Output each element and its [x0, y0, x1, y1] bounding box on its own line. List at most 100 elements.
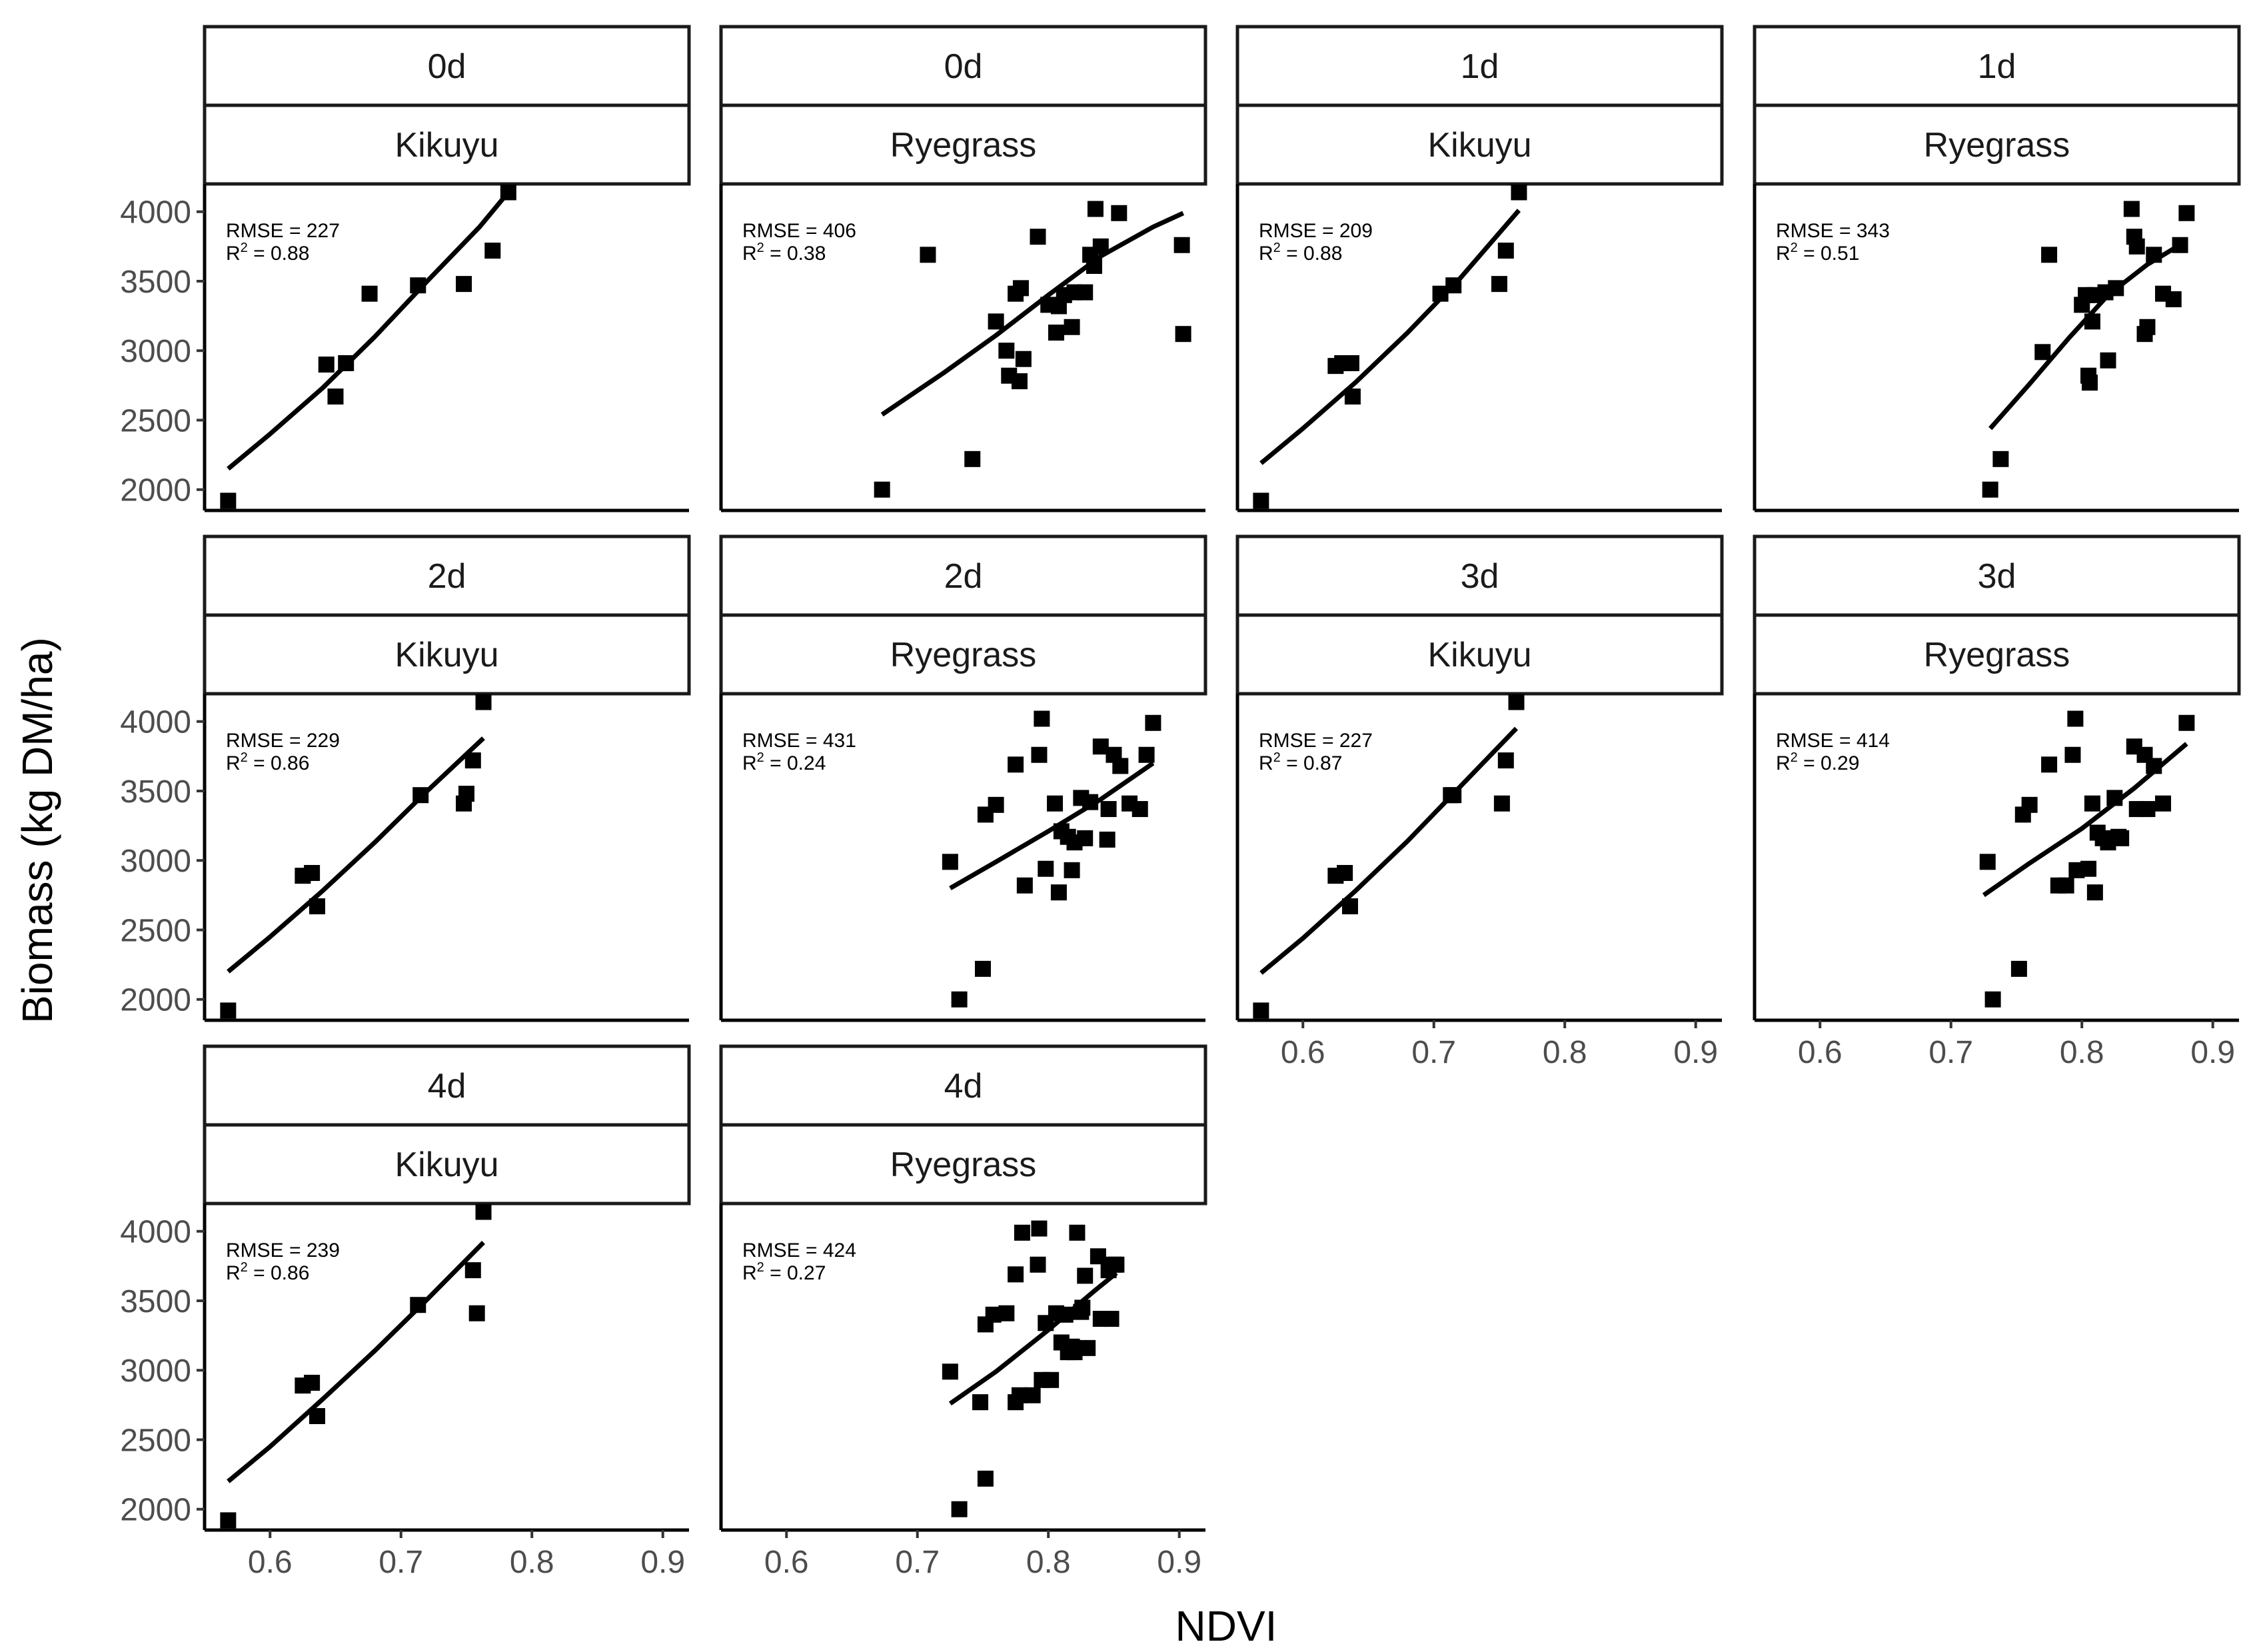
data-point	[2084, 795, 2100, 812]
data-point	[2010, 960, 2027, 977]
fit-curve	[1259, 726, 1519, 975]
strip-species-box	[1235, 613, 1724, 696]
strip-species-label: Ryegrass	[1924, 636, 2070, 674]
strip-species-box	[719, 103, 1207, 186]
data-point	[309, 898, 325, 915]
data-point	[1103, 1311, 1120, 1327]
fit-curve	[1988, 239, 2188, 430]
rmse-annotation: RMSE = 343	[1776, 220, 1890, 242]
data-point	[2082, 375, 2098, 391]
y-tick-label: 4000	[120, 705, 191, 740]
strip-species-label: Kikuyu	[394, 1146, 498, 1184]
data-point	[309, 1408, 325, 1425]
strip-species-label: Kikuyu	[1427, 126, 1531, 165]
data-point	[2080, 860, 2097, 877]
x-tick-label: 0.6	[1798, 1035, 1843, 1070]
data-point	[1131, 801, 1148, 818]
strip-species-label: Kikuyu	[394, 126, 498, 165]
strip-species-label: Ryegrass	[890, 126, 1037, 165]
r2-annotation: R2 = 0.88	[226, 241, 309, 265]
data-point	[1497, 752, 1514, 769]
fit-curve	[227, 191, 510, 471]
data-point	[1077, 830, 1094, 846]
data-point	[1145, 714, 1161, 731]
data-point	[1043, 1371, 1060, 1388]
y-tick-label: 3500	[120, 774, 191, 810]
data-point	[2123, 201, 2140, 217]
data-point	[1057, 1306, 1074, 1323]
x-tick-label: 0.9	[1157, 1545, 1201, 1580]
data-point	[1341, 898, 1358, 915]
data-point	[951, 1501, 968, 1517]
y-tick-label: 3500	[120, 1284, 191, 1319]
data-point	[1008, 756, 1024, 773]
data-point	[964, 450, 981, 467]
data-point	[1497, 243, 1514, 259]
data-point	[1034, 710, 1050, 727]
data-point	[1111, 205, 1128, 221]
fit-curve	[1259, 209, 1521, 465]
strip-day-label: 1d	[1978, 47, 2016, 86]
rmse-annotation: RMSE = 406	[742, 220, 856, 242]
strip-species-box	[203, 1123, 691, 1206]
data-point	[920, 247, 936, 263]
x-tick-label: 0.7	[1411, 1035, 1456, 1070]
strip-species-box	[1753, 103, 2241, 186]
data-point	[2106, 790, 2123, 806]
data-point	[2058, 877, 2074, 894]
data-point	[458, 786, 474, 802]
data-point	[1077, 1267, 1094, 1284]
r2-annotation: R2 = 0.87	[1259, 750, 1342, 774]
y-tick-label: 2500	[120, 1423, 191, 1458]
data-point	[1344, 389, 1361, 405]
data-point	[1050, 884, 1067, 901]
x-tick-label: 0.8	[1543, 1035, 1587, 1070]
data-point	[1064, 319, 1080, 335]
data-point	[1979, 854, 1996, 870]
data-point	[1016, 877, 1033, 894]
rmse-annotation: RMSE = 424	[742, 1239, 856, 1261]
y-axis-title: Biomass (kg DM/ha)	[13, 637, 61, 1024]
strip-day-label: 0d	[428, 47, 466, 86]
data-point	[1030, 1256, 1046, 1273]
strip-species-label: Ryegrass	[1924, 126, 2070, 165]
data-point	[1012, 280, 1029, 297]
data-point	[988, 313, 1004, 330]
x-tick-label: 0.7	[378, 1545, 423, 1580]
data-point	[318, 357, 335, 373]
data-point	[2067, 710, 2084, 727]
data-point	[1445, 787, 1462, 804]
data-point	[2172, 237, 2188, 253]
strip-day-label: 2d	[428, 557, 466, 596]
strip-day-box	[1753, 25, 2241, 107]
data-point	[2165, 291, 2182, 308]
rmse-annotation: RMSE = 209	[1259, 220, 1373, 242]
data-point	[977, 1470, 994, 1487]
data-point	[2178, 205, 2195, 221]
data-point	[304, 1374, 321, 1391]
fit-curve	[227, 1240, 485, 1483]
data-point	[1493, 795, 1510, 812]
data-point	[1087, 201, 1104, 217]
strip-day-box	[203, 25, 691, 107]
data-point	[1011, 373, 1028, 390]
data-point	[1175, 326, 1191, 343]
strip-day-label: 3d	[1978, 557, 2016, 596]
data-point	[1445, 277, 1462, 294]
rmse-annotation: RMSE = 227	[1259, 730, 1373, 752]
strip-species-box	[203, 103, 691, 186]
y-tick-label: 4000	[120, 195, 191, 231]
strip-day-label: 1d	[1461, 47, 1499, 86]
rmse-annotation: RMSE = 239	[226, 1239, 340, 1261]
r2-annotation: R2 = 0.51	[1776, 241, 1859, 265]
data-point	[2034, 344, 2051, 361]
strip-day-box	[719, 25, 1207, 107]
rmse-annotation: RMSE = 227	[226, 220, 340, 242]
data-point	[464, 752, 481, 769]
data-point	[2041, 247, 2058, 263]
r2-annotation: R2 = 0.88	[1259, 241, 1342, 265]
data-point	[1337, 864, 1353, 881]
data-point	[1173, 237, 1190, 253]
strip-day-label: 4d	[944, 1067, 983, 1106]
